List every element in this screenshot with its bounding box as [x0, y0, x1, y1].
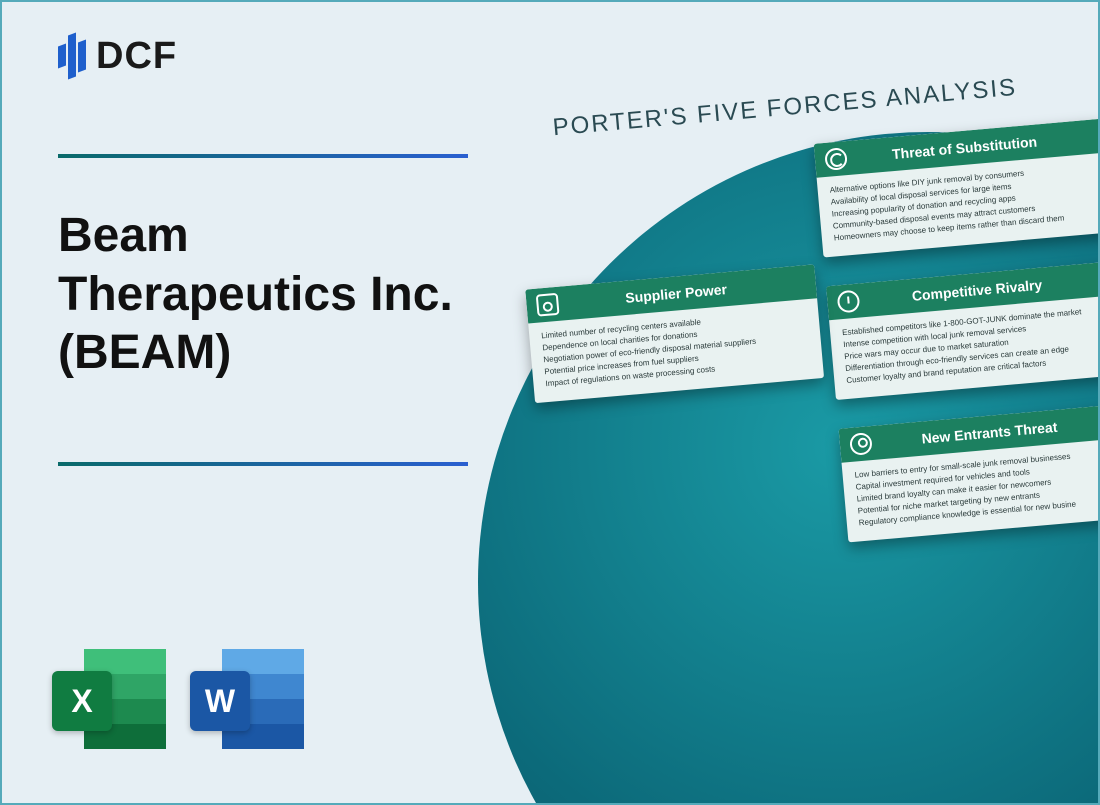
- infographic-canvas: DCF BeamTherapeutics Inc.(BEAM) X W PORT…: [0, 0, 1100, 805]
- word-letter: W: [190, 671, 250, 731]
- app-icons-row: X W: [52, 645, 304, 753]
- company-title: BeamTherapeutics Inc.(BEAM): [58, 207, 488, 383]
- card-rivalry: Competitive Rivalry Established competit…: [826, 261, 1100, 400]
- cards-stage: Threat of Substitution Alternative optio…: [515, 116, 1100, 728]
- brand-name: DCF: [96, 35, 177, 78]
- excel-letter: X: [52, 671, 112, 731]
- word-icon: W: [190, 645, 304, 753]
- company-title-block: BeamTherapeutics Inc.(BEAM): [58, 207, 488, 383]
- clock-icon: [837, 290, 861, 314]
- divider-bottom: [58, 462, 468, 466]
- excel-icon: X: [52, 645, 166, 753]
- divider-top: [58, 154, 468, 158]
- card-supplier: Supplier Power Limited number of recycli…: [525, 264, 824, 403]
- card-entrants: New Entrants Threat Low barriers to entr…: [839, 404, 1100, 543]
- brand-logo: DCF: [58, 34, 177, 78]
- card-substitution: Threat of Substitution Alternative optio…: [814, 119, 1100, 258]
- person-icon: [849, 432, 873, 456]
- key-icon: [536, 293, 560, 317]
- refresh-icon: [824, 147, 848, 171]
- logo-bars-icon: [58, 34, 86, 78]
